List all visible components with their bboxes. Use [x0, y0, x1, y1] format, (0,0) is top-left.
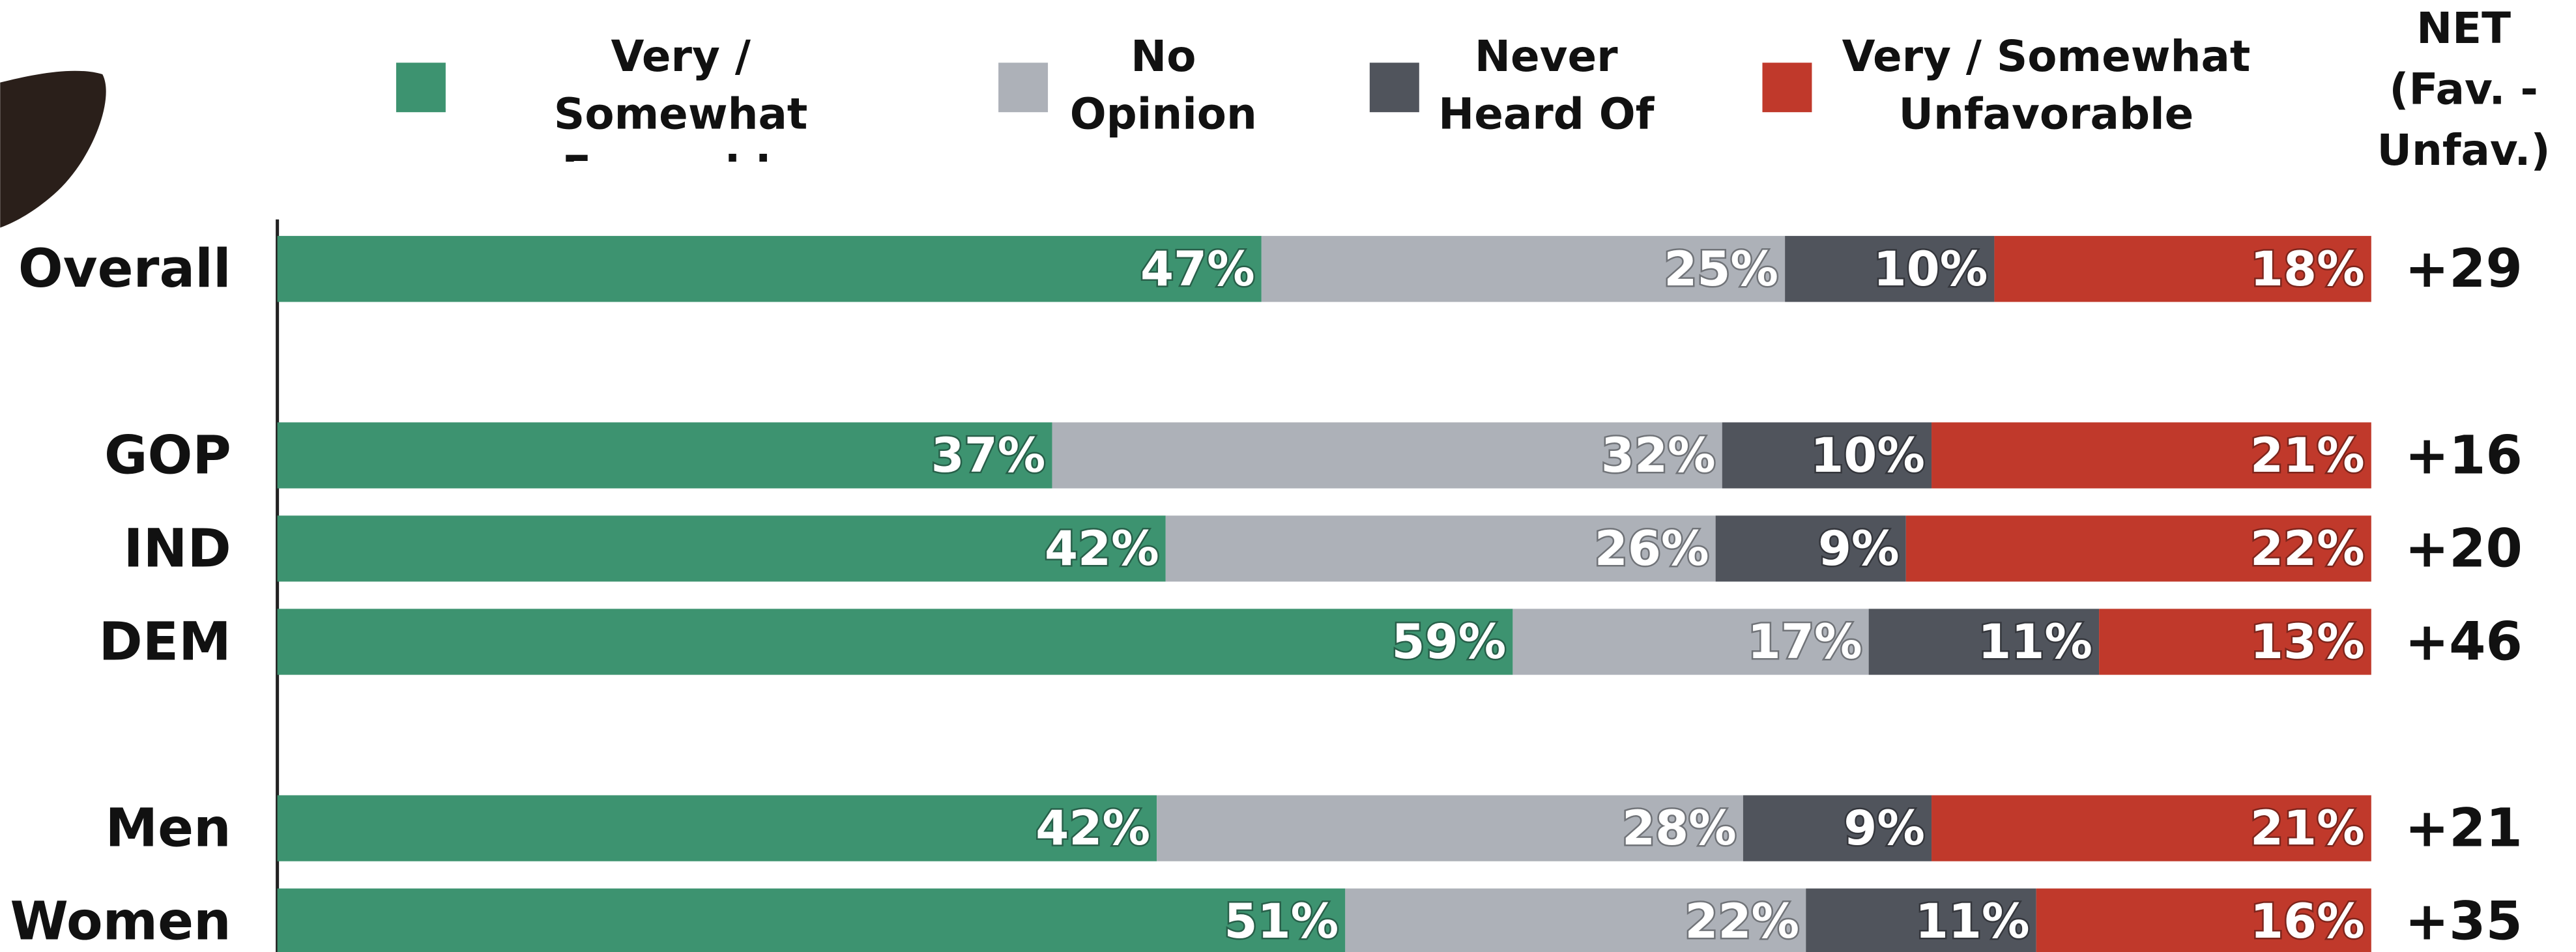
- data-label: 11%: [1915, 894, 2030, 949]
- data-label: 13%: [2250, 614, 2365, 670]
- bar-segment: [1905, 515, 2371, 582]
- decoration: [0, 70, 106, 228]
- data-label: 37%: [931, 428, 1046, 483]
- data-label: 47%: [1140, 242, 1255, 297]
- bar-segment: [277, 236, 1262, 302]
- bar-segment: [277, 888, 1346, 952]
- legend-label: Never Heard Of: [1438, 33, 1655, 141]
- data-label: 42%: [1045, 521, 1159, 577]
- bar-segment: [1932, 795, 2371, 861]
- data-label: 28%: [1622, 801, 1737, 856]
- legend-box: Very / Somewhat Favorable: [553, 33, 808, 162]
- legend-swatch: [1762, 63, 1812, 113]
- data-label: 9%: [1818, 521, 1900, 577]
- data-label: 21%: [2250, 801, 2365, 856]
- legend-swatch: [998, 63, 1049, 113]
- net-value: +29: [2405, 238, 2523, 300]
- data-label: 26%: [1595, 521, 1709, 577]
- bar-segment: [1743, 795, 1932, 861]
- data-label: 16%: [2250, 894, 2365, 949]
- category-label: Men: [105, 798, 231, 859]
- bar-segment: [2036, 888, 2371, 952]
- legend-box: Very / Somewhat Unfavorable: [1842, 33, 2251, 141]
- data-label: 10%: [1874, 242, 1988, 297]
- bar-segment: [1994, 236, 2371, 302]
- bar-segment: [1868, 609, 2100, 675]
- bar-segment: [1261, 236, 1786, 302]
- data-label: 9%: [1844, 801, 1925, 856]
- bar-segment: [1512, 609, 1869, 675]
- data-label: 18%: [2250, 242, 2365, 297]
- net-value: +16: [2405, 425, 2523, 486]
- category-label: Overall: [18, 238, 231, 300]
- legend-swatch: [1369, 63, 1419, 113]
- bar-segment: [1715, 515, 1906, 582]
- bar-segment: [1165, 515, 1716, 582]
- data-label: 21%: [2250, 428, 2365, 483]
- data-label: 59%: [1392, 614, 1507, 670]
- data-label: 22%: [2250, 521, 2365, 577]
- category-label: DEM: [98, 611, 231, 672]
- bar-segment: [2099, 609, 2371, 675]
- data-label: 11%: [1978, 614, 2092, 670]
- category-label: IND: [124, 518, 231, 579]
- data-label: 42%: [1035, 801, 1150, 856]
- data-label: 10%: [1810, 428, 1925, 483]
- legend-swatch: [396, 63, 446, 113]
- legend-label: No Opinion: [1069, 33, 1257, 141]
- legend-label: Very / Somewhat Favorable: [553, 33, 808, 162]
- net-value: +35: [2405, 891, 2523, 952]
- category-label: GOP: [104, 425, 231, 486]
- data-label: 22%: [1685, 894, 1799, 949]
- data-label: 17%: [1748, 614, 1862, 670]
- bar-segment: [1157, 795, 1743, 861]
- data-label: 25%: [1664, 242, 1778, 297]
- bar-segment: [1932, 422, 2371, 489]
- category-label: Women: [10, 891, 231, 952]
- bar-segment: [1806, 888, 2036, 952]
- bar-segment: [277, 515, 1166, 582]
- net-header-box: NET (Fav. - Unfav.): [2377, 5, 2551, 177]
- legend-label: Very / Somewhat Unfavorable: [1842, 33, 2251, 141]
- bar-segment: [277, 795, 1157, 861]
- bar-segment: [1052, 422, 1722, 489]
- data-label: 51%: [1224, 894, 1339, 949]
- legend-box: Never Heard Of: [1438, 33, 1655, 141]
- data-label: 32%: [1601, 428, 1716, 483]
- net-value: +46: [2405, 611, 2523, 672]
- legend-box: No Opinion: [1069, 33, 1257, 141]
- bar-segment: [1345, 888, 1806, 952]
- bar-segment: [1785, 236, 1995, 302]
- bar-segment: [1722, 422, 1932, 489]
- bar-segment: [277, 609, 1513, 675]
- net-value: +21: [2405, 798, 2523, 859]
- net-value: +20: [2405, 518, 2523, 579]
- bar-segment: [277, 422, 1052, 489]
- net-header: NET (Fav. - Unfav.): [2377, 5, 2551, 177]
